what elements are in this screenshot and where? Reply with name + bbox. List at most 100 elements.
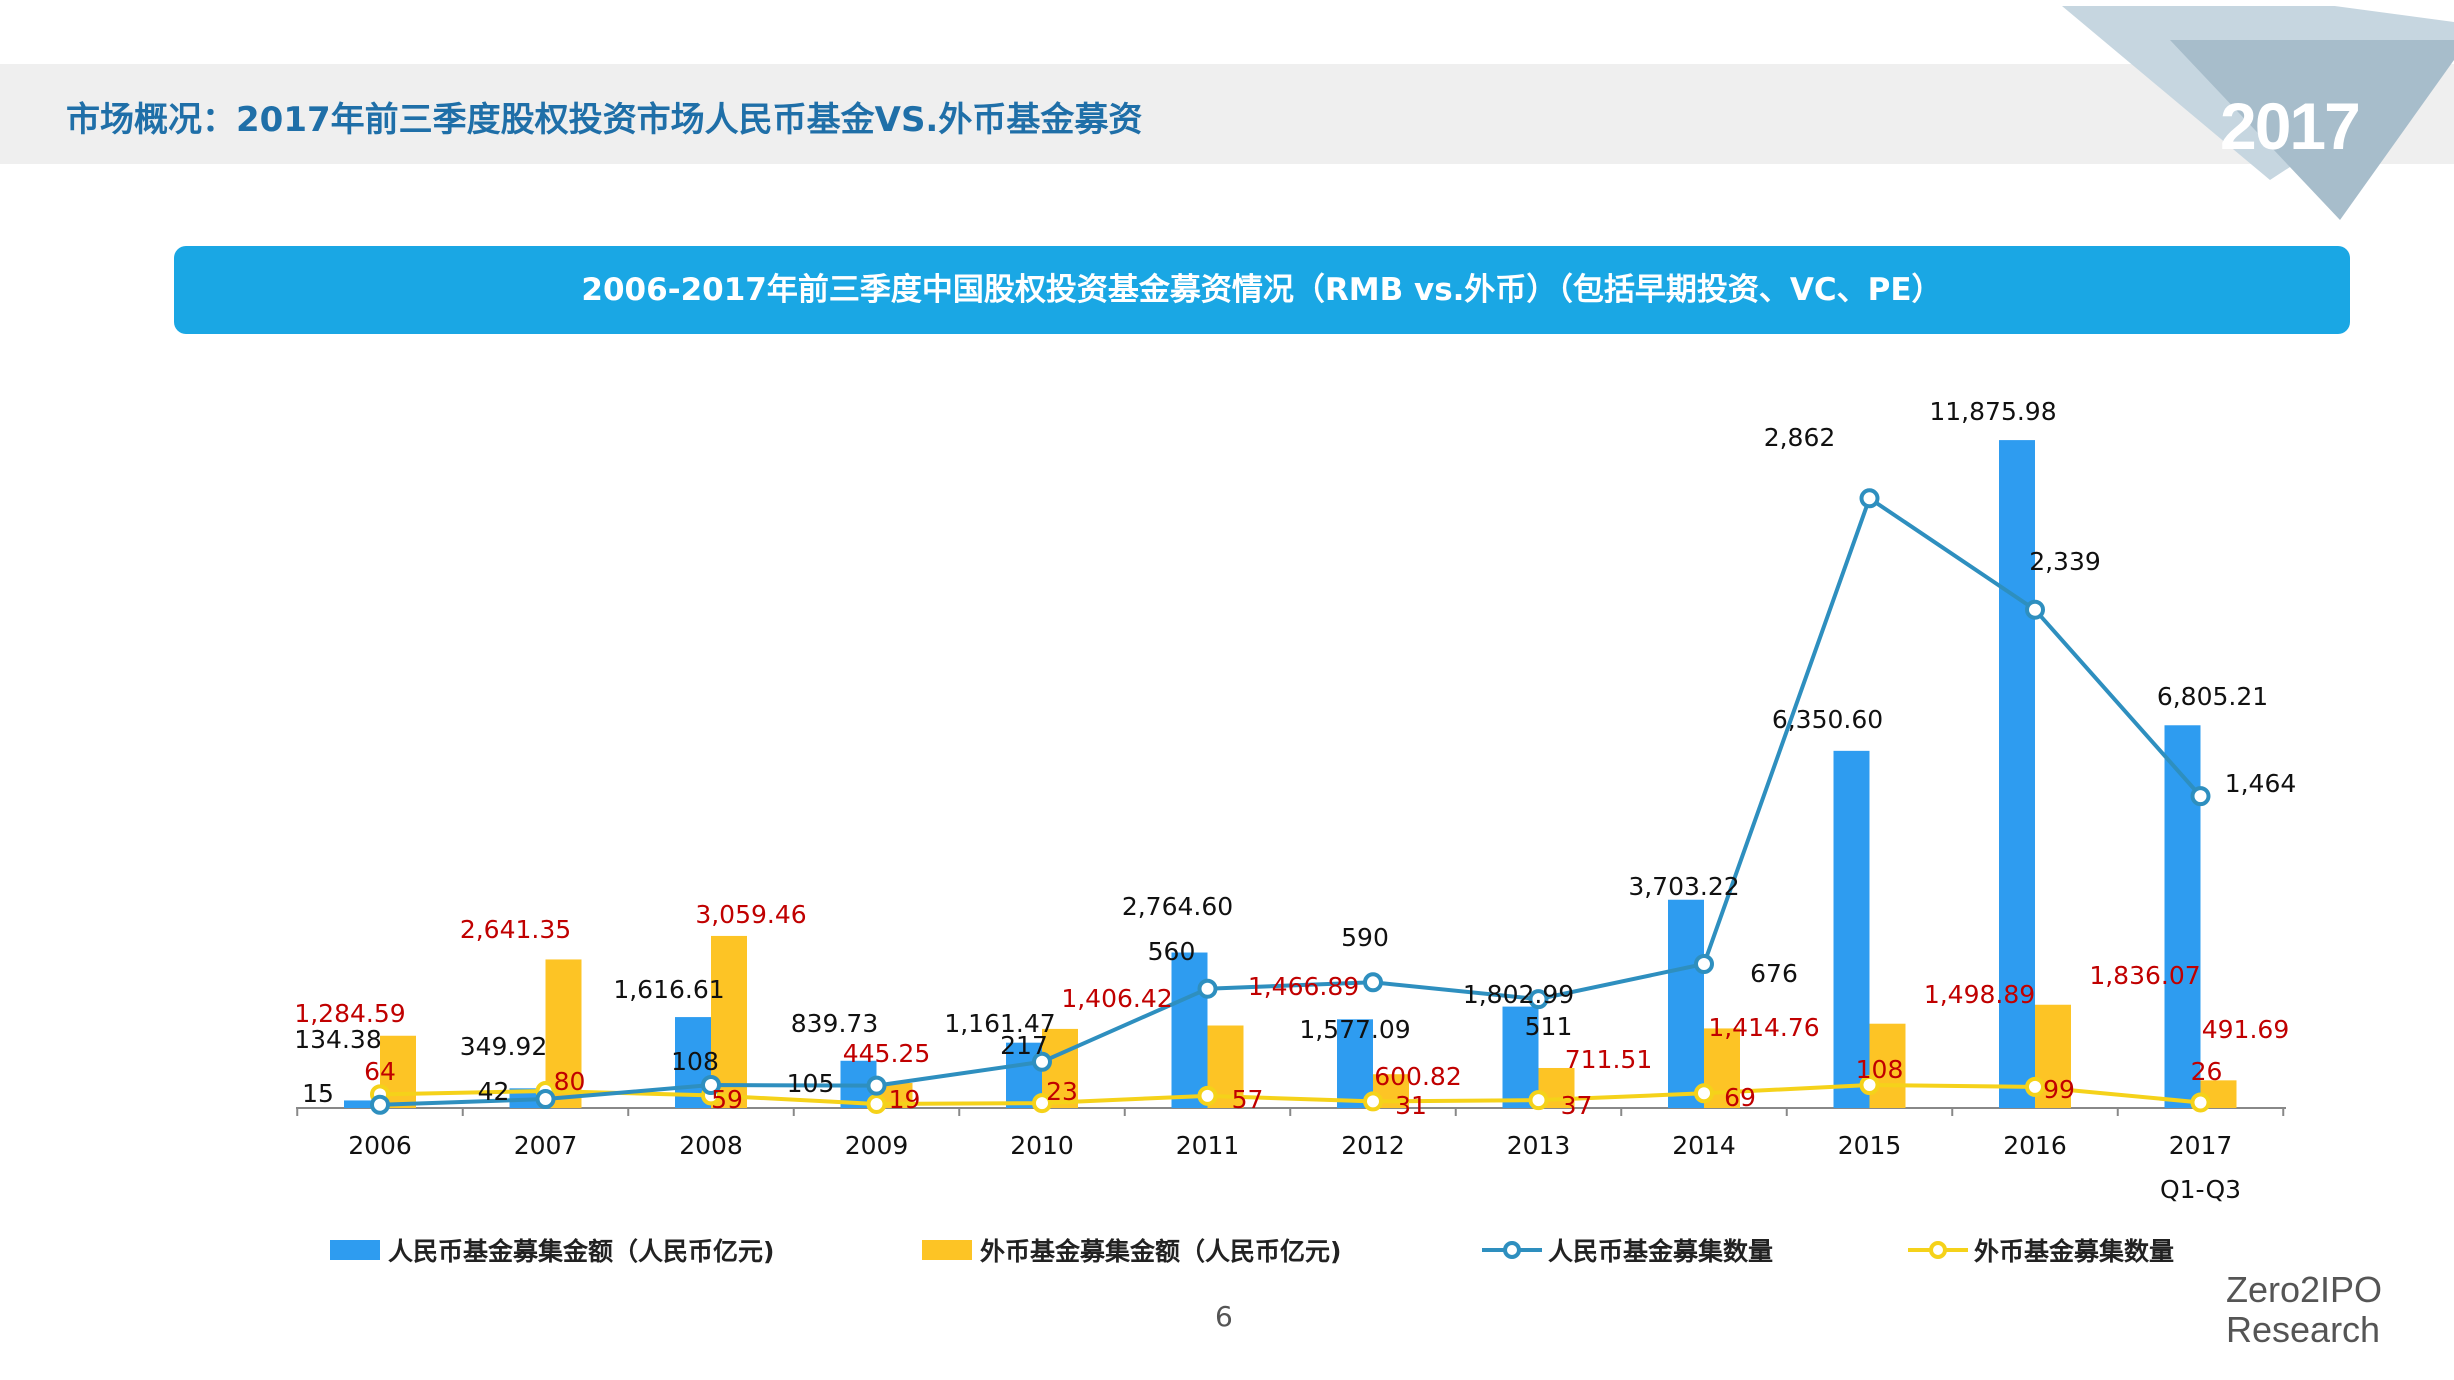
data-label-fx-amount: 1,836.07	[2089, 961, 2200, 990]
data-label-fx-amount: 445.25	[843, 1039, 930, 1068]
x-tick-label: 2013	[1507, 1131, 1571, 1160]
x-tick-label: 2017	[2169, 1131, 2233, 1160]
fx-count-point	[2025, 1076, 2045, 1097]
data-label-fx-amount: 711.51	[1565, 1045, 1652, 1074]
data-label-rmb-count: 105	[787, 1069, 835, 1098]
data-label-rmb-count: 1,464	[2225, 769, 2297, 798]
data-label-fx-count: 26	[2191, 1057, 2223, 1086]
data-label-rmb-count: 511	[1525, 1012, 1573, 1041]
data-label-rmb-count: 590	[1341, 923, 1389, 952]
fx-count-point	[1197, 1085, 1218, 1106]
data-label-rmb-count: 108	[671, 1047, 719, 1076]
data-label-rmb-amount: 1,802.99	[1463, 980, 1574, 1009]
legend-item-rmb-amount: 人民币基金募集金额（人民币亿元)	[330, 1230, 774, 1270]
data-label-rmb-amount: 2,764.60	[1122, 892, 1233, 921]
data-label-fx-count: 31	[1395, 1091, 1427, 1120]
legend-swatch-rmb-line	[1482, 1241, 1542, 1259]
data-label-fx-count: 23	[1046, 1077, 1078, 1106]
legend-swatch-fx-line	[1908, 1241, 1968, 1259]
data-label-rmb-amount: 1,161.47	[944, 1009, 1055, 1038]
rmb-count-line	[379, 495, 2202, 1107]
rmb-count-point	[2190, 786, 2211, 807]
data-label-fx-amount: 3,059.46	[695, 900, 806, 929]
data-label-fx-amount: 600.82	[1374, 1062, 1461, 1091]
rmb-count-point	[2025, 599, 2045, 620]
page-title: 市场概况：2017年前三季度股权投资市场人民币基金VS.外币基金募资	[66, 100, 1143, 140]
fx-count-point	[1363, 1091, 1383, 1112]
data-label-rmb-amount: 1,616.61	[613, 975, 724, 1004]
data-label-fx-count: 69	[1724, 1083, 1756, 1112]
data-label-fx-amount: 1,406.42	[1061, 984, 1172, 1013]
fx-count-point	[1528, 1090, 1549, 1111]
data-label-fx-count: 19	[889, 1085, 921, 1114]
data-label-fx-count: 64	[364, 1057, 396, 1086]
data-label-rmb-count: 676	[1750, 959, 1798, 988]
rmb-count-point	[1363, 972, 1383, 993]
x-tick-label: 2006	[348, 1131, 412, 1160]
rmb-count-point	[1859, 488, 1880, 509]
x-tick-label: 2015	[1838, 1131, 1902, 1160]
bar-rmb-amount	[344, 1100, 380, 1108]
rmb-count-point	[1197, 978, 1218, 999]
legend-swatch-rmb-bar	[330, 1240, 380, 1260]
header-band	[0, 64, 2454, 164]
data-label-fx-count: 108	[1856, 1055, 1904, 1084]
fundraising-chart: 2006 2007 2008 2009 2010 2011 2012 2013 2014 2015…	[294, 397, 2297, 1204]
x-tick-label: 2008	[679, 1131, 743, 1160]
legend-item-rmb-count: 人民币基金募集数量	[1482, 1230, 1773, 1270]
rmb-count-point	[1694, 953, 1714, 974]
chart-legend: 人民币基金募集金额（人民币亿元) 外币基金募集金额（人民币亿元) 人民币基金募集…	[0, 1230, 2454, 1270]
data-label-fx-count: 59	[711, 1085, 743, 1114]
data-label-rmb-amount: 134.38	[294, 1025, 381, 1054]
bar-rmb-amount	[1668, 899, 1704, 1108]
bar-fx-amount	[1869, 1023, 1906, 1108]
data-label-fx-amount: 2,641.35	[460, 915, 571, 944]
data-label-fx-amount: 1,414.76	[1708, 1013, 1819, 1042]
x-tick-label: 2010	[1010, 1131, 1074, 1160]
data-label-fx-amount: 1,284.59	[294, 999, 405, 1028]
year-badge: 2017	[2220, 89, 2361, 163]
fx-count-line	[379, 1082, 2201, 1106]
data-label-fx-amount: 1,498.89	[1924, 980, 2035, 1009]
fx-count-point	[1032, 1093, 1052, 1114]
data-label-rmb-amount: 349.92	[460, 1032, 547, 1061]
legend-label-fx-count: 外币基金募集数量	[1974, 1237, 2175, 1266]
fx-count-point	[1859, 1074, 1880, 1095]
bar-rmb-amount	[1171, 952, 1208, 1108]
rmb-count-point	[701, 1074, 721, 1095]
rmb-count-point	[370, 1094, 390, 1115]
x-tick-label: 2007	[514, 1131, 578, 1160]
bar-rmb-amount	[2164, 725, 2201, 1108]
fx-count-point	[866, 1093, 887, 1114]
data-label-fx-count: 57	[1232, 1085, 1264, 1114]
data-label-rmb-count: 42	[478, 1077, 510, 1106]
rmb-count-point	[866, 1075, 887, 1096]
page-number: 6	[1215, 1300, 1233, 1333]
legend-label-rmb-amount: 人民币基金募集金额（人民币亿元)	[388, 1237, 775, 1266]
x-tick-label: 2011	[1176, 1131, 1240, 1160]
legend-item-fx-count: 外币基金募集数量	[1908, 1230, 2174, 1270]
x-tick-label: 2016	[2003, 1131, 2067, 1160]
data-label-rmb-count: 2,862	[1764, 423, 1836, 452]
data-label-rmb-amount: 839.73	[791, 1009, 878, 1038]
legend-item-fx-amount: 外币基金募集金额（人民币亿元)	[922, 1230, 1341, 1270]
data-label-fx-amount: 1,466.89	[1248, 972, 1359, 1001]
data-label-fx-amount: 491.69	[2202, 1015, 2289, 1044]
legend-swatch-fx-bar	[922, 1240, 972, 1260]
fx-count-point	[1694, 1083, 1714, 1104]
data-label-rmb-amount: 6,805.21	[2157, 682, 2268, 711]
legend-label-rmb-count: 人民币基金募集数量	[1548, 1237, 1774, 1266]
data-label-rmb-count: 2,339	[2029, 547, 2101, 576]
rmb-count-point	[535, 1089, 556, 1110]
brand-logo: Zero2IPO Research	[2226, 1270, 2382, 1350]
data-label-rmb-amount: 3,703.22	[1628, 872, 1739, 901]
data-label-fx-count: 80	[554, 1067, 586, 1096]
legend-label-fx-amount: 外币基金募集金额（人民币亿元)	[980, 1237, 1342, 1266]
data-label-rmb-amount: 6,350.60	[1772, 705, 1883, 734]
data-label-rmb-count: 560	[1148, 937, 1196, 966]
data-label-fx-count: 37	[1561, 1091, 1593, 1120]
data-label-rmb-count: 15	[302, 1079, 334, 1108]
x-tick-sublabel: Q1-Q3	[2160, 1175, 2241, 1204]
fx-count-point	[2190, 1092, 2211, 1113]
chart-banner-title: 2006-2017年前三季度中国股权投资基金募资情况（RMB vs.外币）（包括…	[174, 246, 2350, 334]
